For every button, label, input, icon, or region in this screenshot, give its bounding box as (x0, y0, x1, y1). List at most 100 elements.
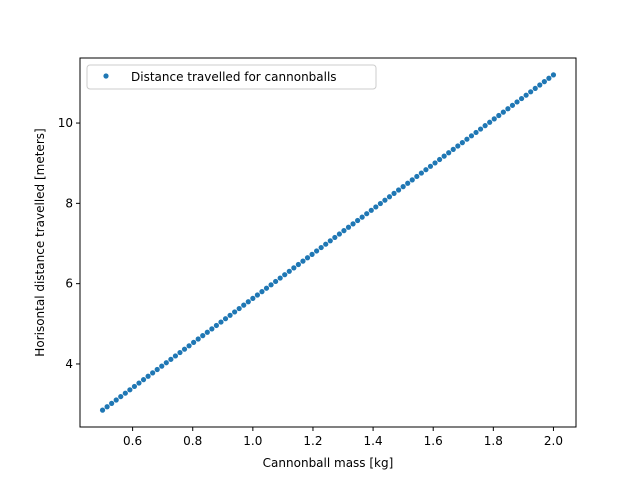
data-point (359, 214, 365, 220)
legend-label: Distance travelled for cannonballs (131, 70, 337, 84)
data-point (446, 150, 452, 156)
legend-marker (103, 73, 109, 79)
data-point (468, 133, 475, 139)
data-point (405, 180, 411, 186)
data-point (186, 343, 192, 349)
data-point (541, 79, 547, 85)
y-tick-label: 4 (65, 357, 73, 371)
data-point (373, 204, 379, 210)
x-tick-label: 1.2 (303, 434, 322, 448)
data-point (455, 143, 461, 149)
data-point (218, 319, 224, 325)
data-point (204, 329, 210, 335)
y-tick-label: 10 (58, 116, 73, 130)
data-point (464, 136, 470, 142)
data-point (127, 387, 133, 393)
data-point (109, 400, 115, 406)
data-point (537, 82, 543, 88)
data-point (99, 407, 106, 413)
data-point (518, 95, 525, 102)
data-point (259, 289, 265, 295)
data-point (546, 75, 552, 81)
x-axis-ticks: 0.6 0.8 1.0 1.2 1.4 1.6 1.8 2.0 (123, 427, 563, 448)
data-point (191, 339, 197, 345)
data-point (427, 163, 434, 169)
x-tick-label: 1.6 (424, 434, 443, 448)
data-point (450, 146, 456, 152)
data-point (140, 377, 147, 383)
data-point (482, 123, 488, 129)
data-point (181, 346, 188, 352)
data-point (386, 194, 393, 200)
y-axis-ticks: 4 6 8 10 (58, 116, 80, 371)
data-point (227, 312, 233, 318)
data-point (295, 261, 301, 268)
data-point (222, 316, 229, 322)
data-point (104, 404, 110, 410)
data-point (496, 112, 502, 119)
data-point (273, 278, 279, 285)
data-point (350, 221, 356, 227)
data-point (418, 170, 424, 176)
data-point (314, 248, 320, 254)
data-points (99, 72, 557, 413)
data-point (250, 295, 256, 301)
plot-frame (79, 57, 577, 428)
x-tick-label: 0.6 (123, 434, 142, 448)
data-point (336, 231, 342, 237)
data-point (377, 200, 383, 207)
data-point (232, 309, 238, 315)
data-point (168, 356, 174, 362)
data-point (500, 109, 506, 115)
data-point (241, 302, 247, 308)
data-point (263, 285, 270, 291)
data-point (528, 89, 534, 95)
data-point (491, 116, 497, 122)
x-tick-label: 1.8 (484, 434, 503, 448)
data-point (523, 92, 529, 98)
x-tick-label: 0.8 (183, 434, 202, 448)
data-point (113, 397, 119, 403)
data-point (400, 184, 406, 190)
data-point (441, 153, 447, 159)
data-point (150, 370, 156, 376)
data-point (514, 99, 520, 105)
data-point (436, 156, 443, 163)
data-point (459, 140, 465, 146)
data-point (505, 106, 511, 112)
data-point (304, 255, 311, 261)
data-point (122, 390, 128, 396)
data-point (209, 326, 215, 332)
y-axis-label: Horisontal distance travelled [meters] (33, 128, 47, 356)
data-point (345, 224, 352, 230)
data-point (268, 282, 274, 288)
data-point (118, 393, 124, 400)
data-point (245, 299, 251, 305)
data-point (300, 258, 306, 264)
data-point (236, 305, 242, 312)
data-point (145, 373, 151, 379)
data-point (318, 244, 324, 251)
data-point (355, 217, 361, 224)
data-point (532, 85, 538, 92)
data-point (131, 383, 138, 390)
data-point (254, 292, 260, 298)
x-axis-label: Cannonball mass [kg] (263, 456, 394, 470)
data-point (309, 251, 315, 257)
x-tick-label: 1.0 (243, 434, 262, 448)
data-point (282, 272, 288, 278)
data-point (509, 102, 516, 108)
legend: Distance travelled for cannonballs (86, 64, 377, 90)
data-point (195, 336, 201, 342)
data-point (291, 265, 297, 271)
data-point (477, 126, 484, 132)
data-point (368, 207, 374, 213)
data-point (550, 72, 557, 78)
data-point (327, 238, 333, 244)
data-point (163, 360, 169, 366)
data-point (286, 268, 292, 274)
data-point (332, 234, 338, 241)
data-point (341, 228, 347, 234)
data-point (487, 119, 493, 125)
